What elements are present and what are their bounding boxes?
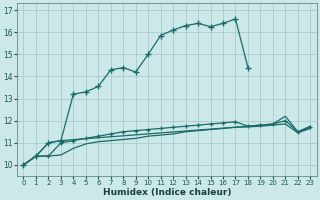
X-axis label: Humidex (Indice chaleur): Humidex (Indice chaleur) [103, 188, 231, 197]
